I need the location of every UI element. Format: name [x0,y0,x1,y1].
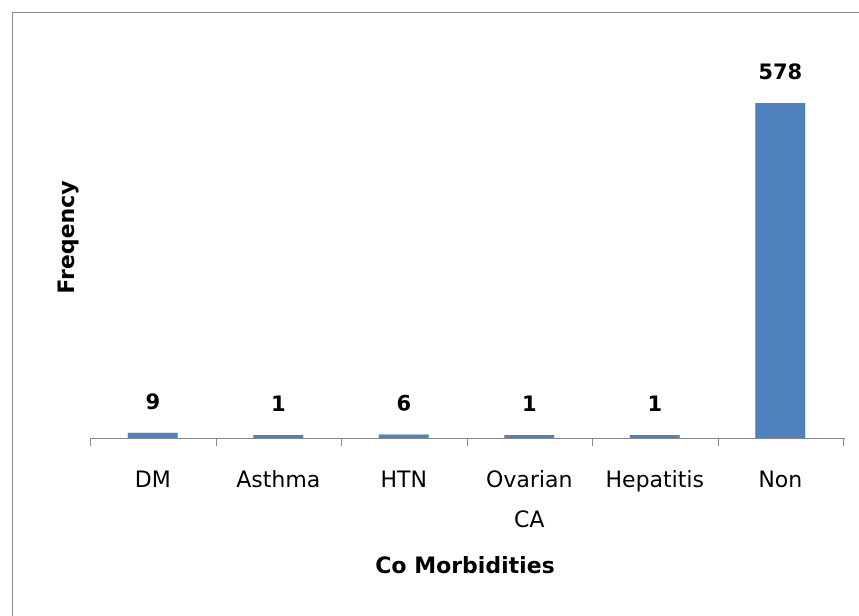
data-label: 9 [145,390,160,414]
y-axis-title: Freqency [55,180,80,293]
x-axis-title: Co Morbidities [375,554,554,579]
bar [127,432,178,438]
data-label: 1 [271,392,286,416]
data-label: 6 [396,392,411,416]
x-tick-label: DM [135,468,171,493]
x-tick-label: HTN [381,468,427,493]
x-tick-label: Hepatitis [606,468,704,493]
bar [629,435,680,438]
bar [755,103,806,438]
data-label: 1 [647,392,662,416]
bar [253,435,304,438]
data-label: 1 [522,392,537,416]
data-label: 578 [758,60,802,84]
x-tick-label: Non [758,468,802,493]
bar [378,434,429,438]
chart-frame [12,12,859,616]
x-tick-label: Ovarian CA [486,468,572,533]
bar [504,435,555,438]
x-tick-label: Asthma [236,468,320,493]
